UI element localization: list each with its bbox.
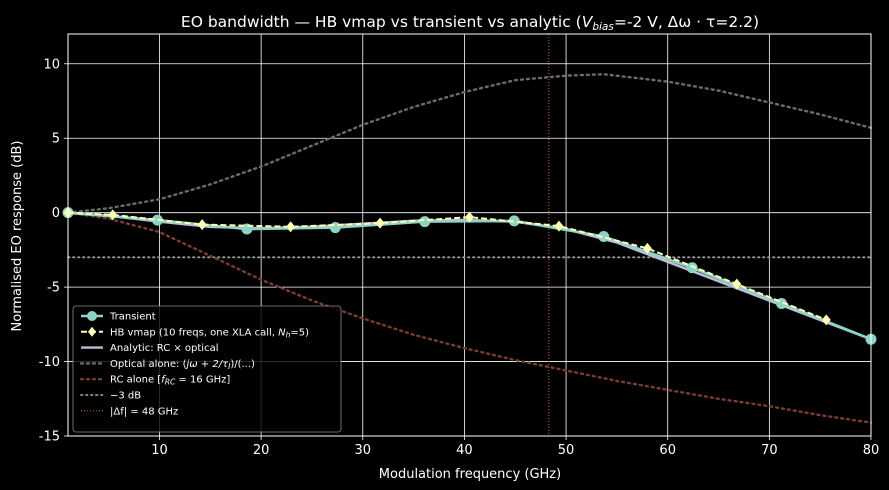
tick-labels: 10 20 30 40 50 60 70 80 -15 -10 -5 0 5 10 (39, 57, 880, 458)
x-tick-label: 60 (659, 443, 676, 458)
y-tick-label: -5 (47, 281, 60, 296)
hb-vmap-point (465, 211, 474, 223)
y-tick-label: 0 (52, 206, 60, 221)
transient-point (508, 215, 520, 227)
legend-hb-label: HB vmap (10 freqs, one XLA call, Nh=5) (110, 327, 309, 339)
optical-alone-line (66, 72, 873, 214)
hb-vmap-point (375, 217, 385, 229)
hb-vmap-point (286, 221, 296, 233)
transient-point (151, 214, 163, 226)
hb-vmap-point (197, 219, 207, 231)
x-tick-label: 40 (456, 443, 473, 458)
chart-title: EO bandwidth — HB vmap vs transient vs a… (181, 13, 759, 33)
legend-minus3db-label: −3 dB (110, 391, 141, 402)
y-tick-label: 5 (52, 132, 60, 147)
x-axis-label: Modulation frequency (GHz) (379, 467, 561, 482)
y-axis-label: Normalised EO response (dB) (10, 141, 25, 332)
legend-optical-label: Optical alone: (jω + 2/τI)/(...) (110, 359, 255, 371)
axes-frame (67, 33, 872, 437)
legend-hb-marker (88, 326, 96, 337)
y-tick-label: -10 (39, 355, 60, 370)
x-tick-label: 70 (761, 443, 778, 458)
legend-delta-f-label: |Δf| = 48 GHz (110, 406, 178, 417)
legend-transient-label: Transient (109, 312, 156, 323)
transient-point (329, 222, 341, 234)
y-tick-label: 10 (43, 57, 60, 72)
x-tick-label: 50 (558, 443, 575, 458)
x-tick-label: 10 (151, 443, 168, 458)
x-tick-label: 20 (253, 443, 270, 458)
hb-vmap-line (67, 211, 827, 321)
hb-vmap-point (732, 278, 742, 290)
hb-vmap-point (554, 220, 564, 232)
legend: Transient HB vmap (10 freqs, one XLA call… (72, 305, 342, 433)
legend-transient-marker (87, 311, 97, 321)
transient-point (598, 230, 610, 242)
legend-rc-label: RC alone [fRC = 16 GHz] (110, 375, 230, 387)
y-tick-label: -15 (39, 430, 60, 445)
transient-point (419, 216, 431, 228)
hb-vmap-point (642, 242, 652, 254)
legend-box (72, 305, 342, 433)
x-tick-label: 30 (354, 443, 371, 458)
x-tick-label: 80 (863, 443, 880, 458)
transient-point (686, 262, 698, 274)
hb-vmap-point (821, 314, 831, 326)
legend-analytic-label: Analytic: RC × optical (110, 343, 219, 354)
plot-area (62, 34, 877, 436)
hb-vmap-point (108, 209, 118, 221)
rc-alone-line (66, 211, 873, 424)
